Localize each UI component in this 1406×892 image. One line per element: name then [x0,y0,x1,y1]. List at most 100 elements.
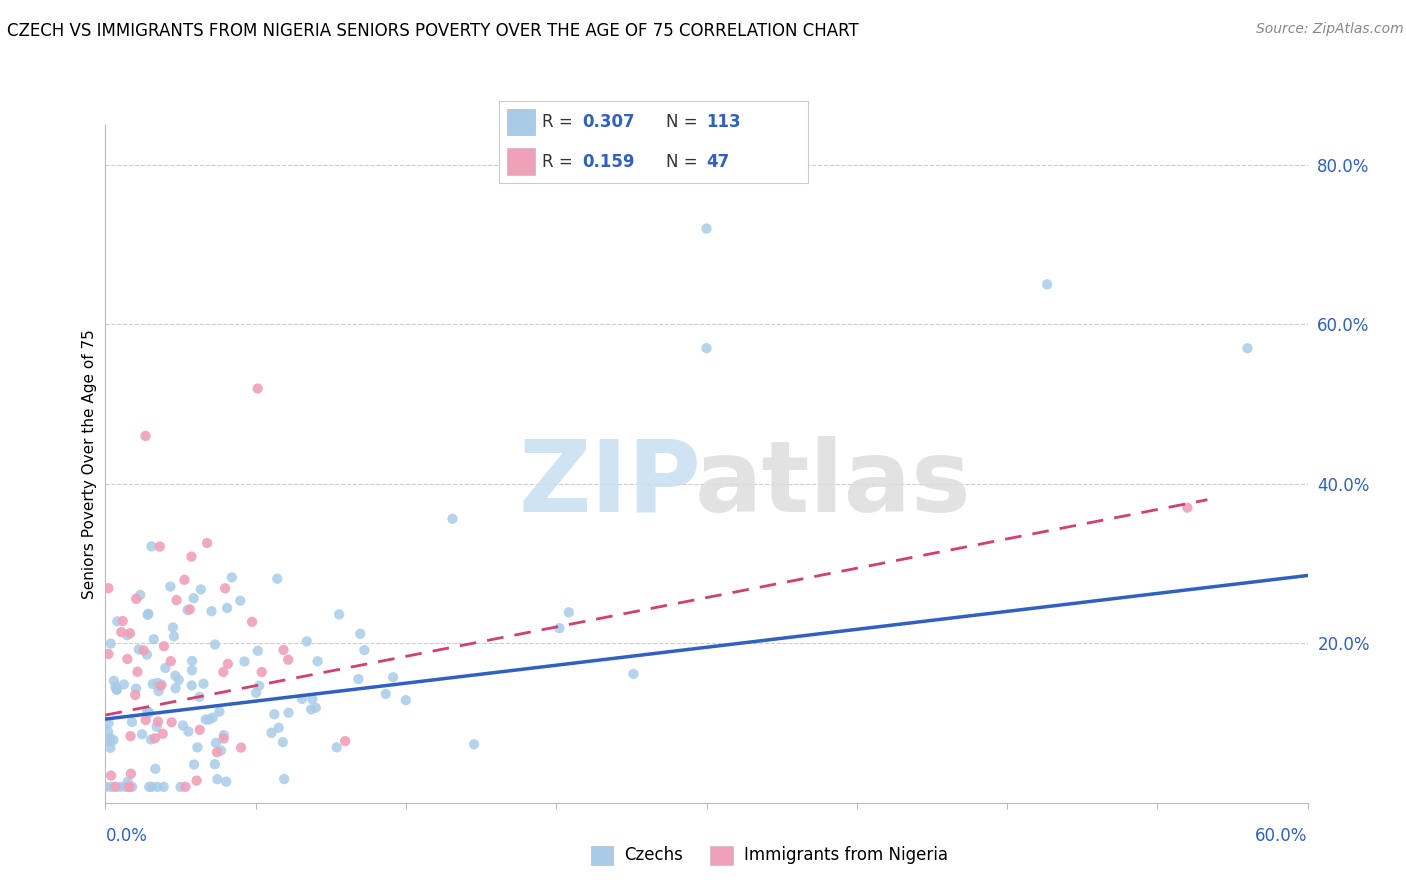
Point [98,740,121,755]
Point [229,593,252,607]
Point [165,681,187,696]
Point [277,653,299,667]
Point [183,591,205,606]
Point [186,740,208,755]
Point [135,429,157,443]
Point [105,682,128,697]
Point [132,643,155,657]
Point [155,661,177,675]
Text: ZIP: ZIP [519,435,702,533]
Point [128,642,150,657]
Point [177,724,200,739]
Point [246,644,269,658]
Point [117,652,139,666]
Point [188,690,211,704]
Point [179,602,201,616]
Point [176,603,198,617]
Point [174,780,197,794]
Point [194,713,217,727]
Point [172,718,194,732]
Point [273,772,295,786]
Point [159,580,181,594]
Point [162,620,184,634]
Point [146,676,169,690]
Point [193,676,215,690]
Point [215,774,238,789]
Text: atlas: atlas [695,435,972,533]
Point [98,734,121,748]
Point [120,766,142,780]
Y-axis label: Seniors Poverty Over the Age of 75: Seniors Poverty Over the Age of 75 [82,329,97,599]
Point [115,628,138,642]
Point [169,780,191,794]
Point [143,731,166,746]
Point [382,670,405,684]
Point [623,666,645,681]
Point [260,726,283,740]
Point [245,686,267,700]
Point [180,678,202,692]
Text: Czechs: Czechs [624,847,683,864]
Point [97,647,120,661]
Text: 0.0%: 0.0% [105,827,148,845]
Point [374,687,396,701]
Text: Source: ZipAtlas.com: Source: ZipAtlas.com [1256,22,1403,37]
Point [217,601,239,615]
Point [190,582,212,597]
Point [110,625,132,640]
Point [124,688,146,702]
Point [267,721,290,735]
FancyBboxPatch shape [508,148,534,175]
Point [138,705,160,719]
Point [138,780,160,794]
FancyBboxPatch shape [508,109,534,136]
Point [301,692,323,706]
Point [98,731,121,745]
Point [112,677,135,691]
Point [105,615,128,629]
Point [271,735,294,749]
Point [266,572,288,586]
Point [120,729,142,743]
Point [212,728,235,742]
Point [240,615,263,629]
Point [141,540,163,554]
Point [250,665,273,679]
Point [307,654,329,668]
Point [395,693,418,707]
Point [200,604,222,618]
Point [125,681,148,696]
Point [159,654,181,668]
Point [118,780,141,794]
Point [121,780,143,794]
Text: 0.307: 0.307 [582,113,636,131]
Point [149,540,172,554]
Point [143,762,166,776]
Point [127,665,149,679]
Point [104,780,127,794]
Point [103,733,125,747]
Point [214,582,236,596]
Point [121,715,143,730]
Point [100,768,122,782]
Point [335,734,357,748]
Point [204,757,226,772]
Text: N =: N = [666,113,703,131]
Point [696,221,718,235]
Point [97,716,120,731]
Text: CZECH VS IMMIGRANTS FROM NIGERIA SENIORS POVERTY OVER THE AGE OF 75 CORRELATION : CZECH VS IMMIGRANTS FROM NIGERIA SENIORS… [7,22,859,40]
Text: 60.0%: 60.0% [1256,827,1308,845]
Point [277,706,299,720]
Point [125,591,148,606]
Point [136,648,159,662]
Point [212,731,235,746]
Point [129,588,152,602]
Point [181,664,204,678]
Point [152,727,174,741]
Point [94,780,117,794]
Point [131,727,153,741]
Point [100,780,122,794]
Point [114,780,136,794]
Point [328,607,350,622]
Point [166,593,188,607]
